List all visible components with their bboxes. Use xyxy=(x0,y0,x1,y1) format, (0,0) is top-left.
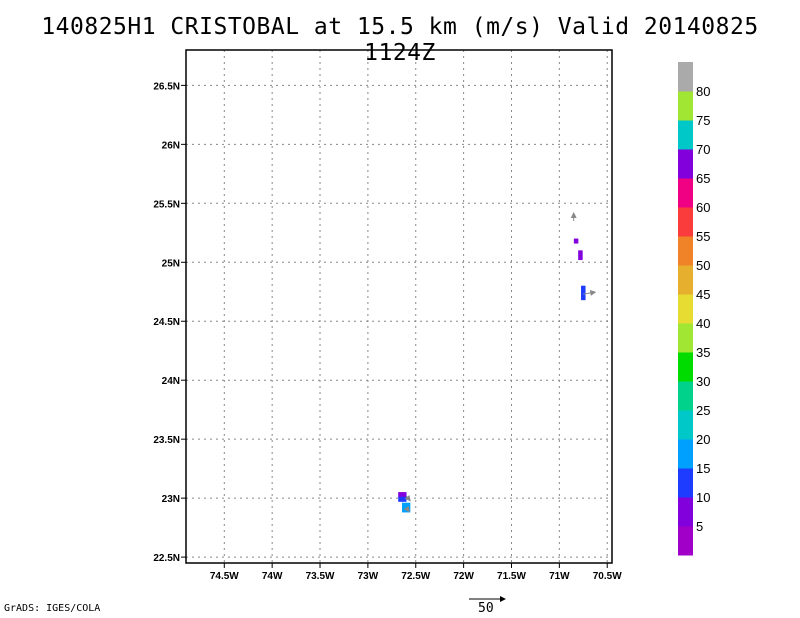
colorbar-segment xyxy=(678,468,693,498)
data-cell xyxy=(581,285,586,291)
data-cell xyxy=(581,290,586,296)
data-cell xyxy=(578,255,583,261)
colorbar-label: 5 xyxy=(696,519,703,534)
lon-tick-label: 74W xyxy=(262,571,283,582)
data-cell xyxy=(578,250,583,256)
data-cell xyxy=(405,502,411,508)
map-frame xyxy=(185,49,613,564)
colorbar-label: 20 xyxy=(696,432,710,447)
data-cells xyxy=(398,238,586,513)
lat-tick-label: 24N xyxy=(162,376,180,387)
lat-tick-label: 25N xyxy=(162,258,180,269)
colorbar-label: 30 xyxy=(696,374,710,389)
data-cell xyxy=(402,507,407,513)
data-cell xyxy=(402,502,407,508)
colorbar-label: 80 xyxy=(696,84,710,99)
lon-tick-label: 71W xyxy=(549,571,570,582)
lat-tick-label: 23N xyxy=(162,494,180,505)
colorbar-segment xyxy=(678,381,693,411)
lon-tick-label: 73W xyxy=(358,571,379,582)
colorbar-segment xyxy=(678,352,693,382)
colorbar-label: 55 xyxy=(696,229,710,244)
colorbar-segment xyxy=(678,526,693,556)
data-cell xyxy=(402,492,407,498)
lat-tick-label: 26N xyxy=(162,140,180,151)
data-cell xyxy=(581,295,586,301)
wind-vector xyxy=(403,505,410,513)
colorbar-segment xyxy=(678,91,693,121)
colorbar-segment xyxy=(678,149,693,179)
colorbar-segment xyxy=(678,323,693,353)
map-title: 140825H1 CRISTOBAL at 15.5 km (m/s) Vali… xyxy=(41,14,759,66)
data-cell xyxy=(398,496,403,502)
longitude-ticks: 74.5W 74W 73.5W 73W 72.5W 72W 71.5W 71W 70.5W xyxy=(210,563,622,582)
latitude-ticks: 22.5N 23N 23.5N 24N 24.5N 25N 25.5N 26N 26.5N xyxy=(153,81,186,564)
colorbar-label: 25 xyxy=(696,403,710,418)
colorbar-segment xyxy=(678,410,693,440)
lon-tick-label: 72W xyxy=(453,571,474,582)
lat-tick-label: 22.5N xyxy=(153,553,180,564)
reference-vector-label: 50 xyxy=(478,601,494,616)
wind-vector xyxy=(583,289,597,296)
colorbar-segment xyxy=(678,236,693,266)
data-cell xyxy=(402,496,407,502)
lon-tick-label: 73.5W xyxy=(306,571,335,582)
data-cell xyxy=(398,492,403,498)
lat-tick-label: 23.5N xyxy=(153,435,180,446)
lon-tick-label: 72.5W xyxy=(401,571,430,582)
colorbar-label: 10 xyxy=(696,490,710,505)
lon-tick-label: 74.5W xyxy=(210,571,239,582)
lon-tick-label: 70.5W xyxy=(593,571,622,582)
lat-tick-label: 26.5N xyxy=(153,81,180,92)
wind-vectors xyxy=(403,212,597,513)
colorbar-segment xyxy=(678,497,693,527)
colorbar: 5 10 15 20 25 30 35 40 45 50 55 60 65 70 75 80 xyxy=(678,62,710,556)
grid-lines xyxy=(186,50,612,563)
colorbar-label: 45 xyxy=(696,287,710,302)
lat-tick-label: 24.5N xyxy=(153,317,180,328)
lon-tick-label: 71.5W xyxy=(497,571,526,582)
colorbar-segment xyxy=(678,207,693,237)
colorbar-segment xyxy=(678,120,693,150)
grads-credit: GrADS: IGES/COLA xyxy=(4,603,101,614)
colorbar-label: 40 xyxy=(696,316,710,331)
colorbar-label: 60 xyxy=(696,200,710,215)
lat-tick-label: 25.5N xyxy=(153,199,180,210)
colorbar-segment xyxy=(678,178,693,208)
colorbar-label: 65 xyxy=(696,171,710,186)
colorbar-segment xyxy=(678,439,693,469)
colorbar-label: 75 xyxy=(696,113,710,128)
colorbar-label: 70 xyxy=(696,142,710,157)
wind-vector xyxy=(404,495,411,502)
colorbar-segment xyxy=(678,294,693,324)
colorbar-segment xyxy=(678,265,693,295)
colorbar-label: 35 xyxy=(696,345,710,360)
colorbar-segment xyxy=(678,62,693,92)
colorbar-label: 15 xyxy=(696,461,710,476)
colorbar-label: 50 xyxy=(696,258,710,273)
data-cell xyxy=(573,238,579,244)
